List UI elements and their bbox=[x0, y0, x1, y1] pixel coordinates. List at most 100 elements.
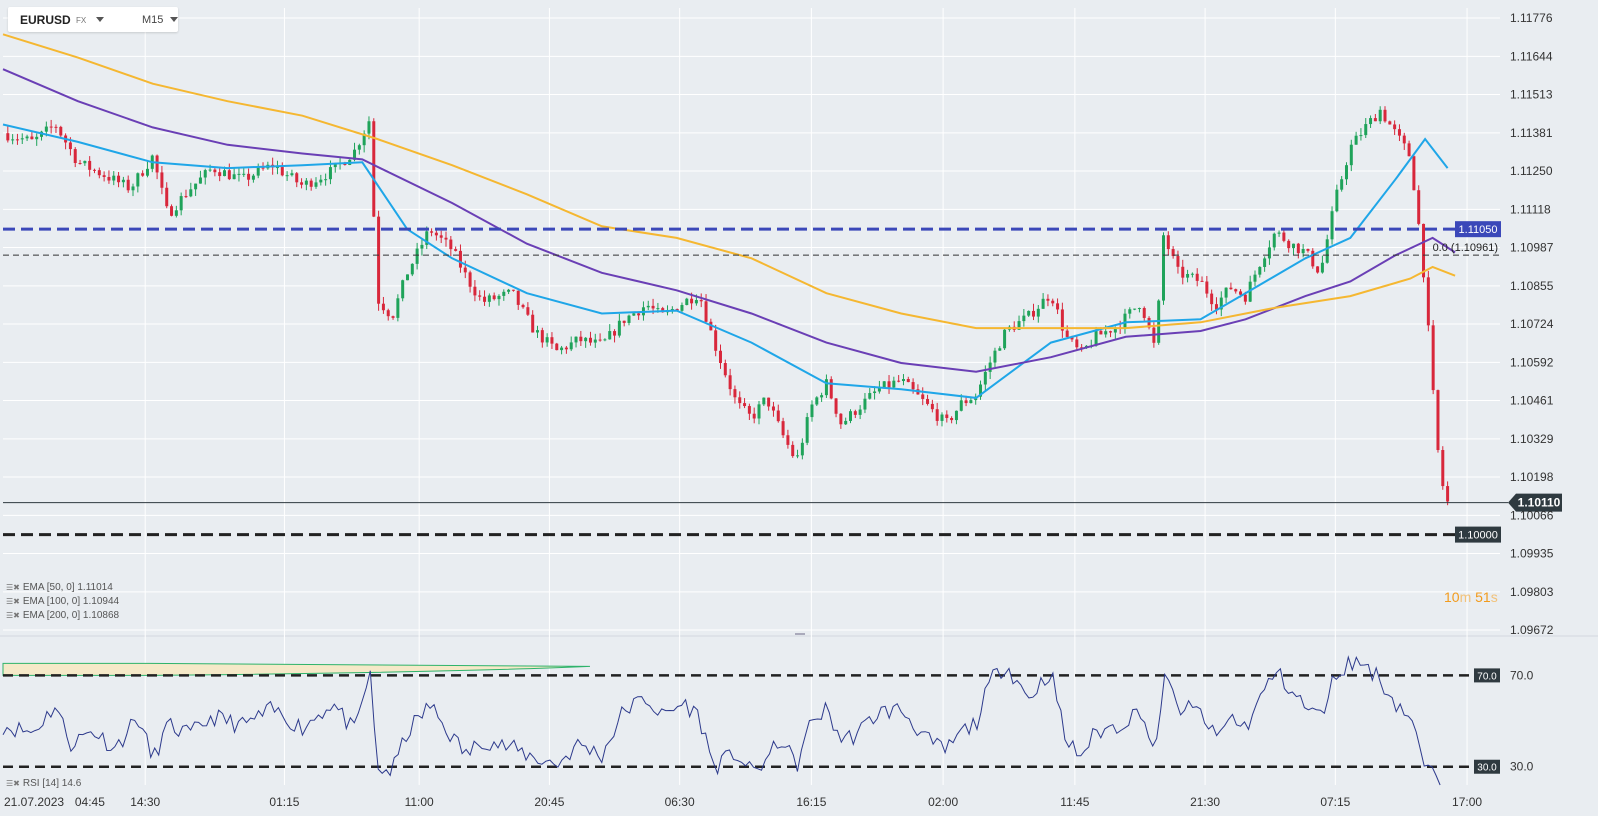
candle-body bbox=[550, 337, 554, 344]
candle-body bbox=[1306, 249, 1310, 251]
candle-body bbox=[1080, 347, 1084, 349]
symbol-dropdown-icon[interactable] bbox=[96, 17, 104, 22]
candle-body bbox=[839, 413, 843, 425]
candle-body bbox=[117, 175, 121, 183]
candle-body bbox=[401, 280, 405, 299]
legend-value: 1.10944 bbox=[82, 596, 120, 607]
candle-body bbox=[824, 379, 828, 396]
candle-body bbox=[1402, 135, 1406, 144]
candle-body bbox=[1441, 450, 1445, 487]
candle-body bbox=[1027, 310, 1031, 316]
drag-handle-icon[interactable]: ☰✖ bbox=[6, 597, 20, 606]
candle-body bbox=[1325, 239, 1329, 263]
price-plot[interactable] bbox=[2, 33, 1456, 506]
candle-body bbox=[30, 136, 34, 140]
candle-body bbox=[728, 375, 732, 390]
time-tick-label: 07:15 bbox=[1320, 795, 1350, 809]
candle-body bbox=[463, 267, 467, 273]
candle-body bbox=[800, 442, 804, 456]
legend-label: EMA [100, 0] bbox=[22, 596, 81, 607]
rsi-plot[interactable]: 70.0 70.0 30.0 30.0 bbox=[2, 655, 1534, 786]
legend-rsi[interactable]: ☰✖ RSI [14] 14.6 bbox=[6, 778, 81, 789]
rsi-axis-label: 30.0 bbox=[1510, 760, 1534, 774]
candle-body bbox=[439, 235, 443, 238]
price-tick-label: 1.11644 bbox=[1510, 49, 1553, 63]
candle-body bbox=[935, 409, 939, 421]
candle-body bbox=[1036, 308, 1040, 317]
timeframe-dropdown-icon[interactable] bbox=[170, 17, 178, 22]
candle-body bbox=[1195, 273, 1199, 281]
drag-handle-icon[interactable]: ☰✖ bbox=[6, 583, 20, 592]
candle-body bbox=[1330, 211, 1334, 240]
candle-body bbox=[232, 174, 236, 180]
candle-body bbox=[1104, 331, 1108, 335]
candle-body bbox=[656, 308, 660, 310]
price-tick-label: 1.11381 bbox=[1510, 126, 1553, 140]
candle-body bbox=[897, 380, 901, 382]
time-tick-label: 04:45 bbox=[75, 795, 105, 809]
time-tick-label: 21:30 bbox=[1190, 795, 1220, 809]
candle-body bbox=[290, 173, 294, 176]
level-label-round: 1.10000 bbox=[1458, 530, 1498, 542]
candle-body bbox=[1200, 280, 1204, 282]
candle-body bbox=[1133, 308, 1137, 310]
candle-body bbox=[1065, 330, 1069, 337]
candle-body bbox=[979, 384, 983, 397]
candle-body bbox=[1296, 243, 1300, 254]
candle-body bbox=[78, 162, 82, 164]
candle-body bbox=[1258, 266, 1262, 275]
candle-body bbox=[805, 417, 809, 443]
candle-body bbox=[959, 400, 963, 411]
candle-body bbox=[179, 196, 183, 211]
price-tick-label: 1.09803 bbox=[1510, 585, 1554, 599]
level-badge-round bbox=[1455, 526, 1501, 543]
candle-body bbox=[449, 239, 453, 250]
drag-handle-icon[interactable]: ☰✖ bbox=[6, 779, 20, 788]
symbol-selector[interactable]: EURUSD FX M15 bbox=[8, 7, 178, 32]
drag-handle-icon[interactable]: ☰✖ bbox=[6, 611, 20, 620]
candle-body bbox=[1267, 247, 1271, 259]
candle-body bbox=[540, 330, 544, 343]
candle-body bbox=[868, 393, 872, 399]
candle-body bbox=[174, 210, 178, 216]
candle-body bbox=[367, 121, 371, 134]
candle-body bbox=[478, 295, 482, 297]
timeframe-label[interactable]: M15 bbox=[142, 14, 164, 26]
candle-body bbox=[324, 179, 328, 181]
candle-body bbox=[694, 300, 698, 304]
candle-body bbox=[1422, 223, 1426, 278]
legend-ema-50[interactable]: ☰✖ EMA [50, 0] 1.11014 bbox=[6, 582, 113, 593]
candle-body bbox=[218, 172, 222, 177]
candle-body bbox=[699, 300, 703, 302]
ema-line-1 bbox=[2, 68, 1456, 373]
candle-body bbox=[1373, 118, 1377, 122]
candle-body bbox=[810, 404, 814, 418]
candle-body bbox=[357, 145, 361, 150]
candle-body bbox=[993, 350, 997, 363]
candle-body bbox=[1320, 262, 1324, 273]
current-price-badge bbox=[1508, 493, 1562, 512]
candle-body bbox=[651, 305, 655, 309]
candle-body bbox=[771, 406, 775, 411]
candle-body bbox=[901, 379, 905, 382]
time-tick-label: 06:30 bbox=[665, 795, 695, 809]
candle-body bbox=[420, 244, 424, 249]
candle-body bbox=[1171, 249, 1175, 257]
candle-body bbox=[121, 179, 125, 183]
candle-body bbox=[887, 381, 891, 388]
countdown-seconds: 51 bbox=[1475, 589, 1491, 605]
candle-body bbox=[88, 160, 92, 170]
candle-body bbox=[718, 350, 722, 363]
price-tick-label: 1.11776 bbox=[1510, 11, 1553, 25]
candle-body bbox=[458, 250, 462, 268]
legend-ema-100[interactable]: ☰✖ EMA [100, 0] 1.10944 bbox=[6, 596, 119, 607]
legend-ema-200[interactable]: ☰✖ EMA [200, 0] 1.10868 bbox=[6, 610, 119, 621]
candle-body bbox=[574, 336, 578, 343]
rsi-level-badge bbox=[1474, 759, 1500, 774]
candle-body bbox=[381, 303, 385, 311]
candle-body bbox=[1311, 250, 1315, 267]
candle-body bbox=[613, 331, 617, 336]
candle-body bbox=[1388, 121, 1392, 125]
candle-body bbox=[1383, 109, 1387, 122]
